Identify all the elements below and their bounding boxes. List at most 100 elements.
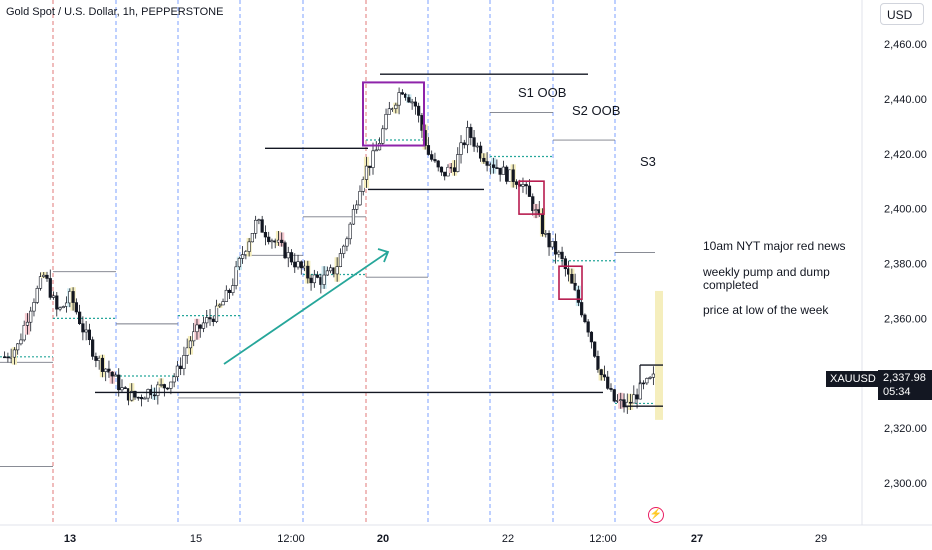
candle-down — [589, 331, 594, 343]
y-tick-label: 2,300.00 — [884, 478, 927, 490]
candle-up — [84, 329, 88, 333]
candle-down — [462, 142, 466, 146]
candle-up — [159, 384, 163, 386]
candle-down — [400, 92, 404, 95]
candle-up — [205, 317, 209, 324]
candle-up — [342, 245, 346, 254]
candle-down — [531, 196, 535, 211]
candle-down — [211, 318, 215, 322]
candle-down — [162, 384, 166, 389]
candle-down — [599, 369, 603, 376]
candle-up — [16, 343, 20, 351]
annotation-news[interactable]: 10am NYT major red news — [703, 239, 846, 253]
annotation-s1[interactable]: S1 OOB — [518, 85, 567, 100]
candle-up — [286, 252, 290, 259]
candle-up — [345, 238, 349, 247]
annotation-pump-line2[interactable]: completed — [703, 278, 759, 292]
candle-down — [482, 157, 486, 162]
candle-down — [293, 261, 297, 268]
candle-down — [570, 273, 574, 284]
x-tick-label: 27 — [691, 533, 703, 545]
candle-down — [299, 261, 303, 269]
candle-up — [156, 384, 160, 396]
candle-down — [485, 161, 489, 166]
candle-down — [309, 277, 313, 284]
candle-up — [38, 276, 43, 289]
candle-down — [55, 295, 59, 310]
candle-up — [182, 355, 186, 369]
candle-up — [143, 397, 147, 400]
candle-up — [250, 233, 254, 243]
candle-down — [100, 357, 105, 372]
x-tick-label: 12:00 — [277, 533, 305, 545]
candle-up — [381, 128, 385, 144]
y-tick-label: 2,460.00 — [884, 39, 927, 51]
candle-down — [227, 289, 232, 293]
annotation-s3[interactable]: S3 — [640, 154, 656, 169]
candle-up — [120, 387, 124, 391]
candle-up — [521, 184, 525, 187]
candle-up — [19, 339, 23, 345]
candle-up — [172, 376, 176, 383]
candle-up — [218, 304, 222, 307]
x-tick-label: 20 — [377, 533, 389, 545]
candle-down — [498, 167, 502, 175]
y-tick-label: 2,380.00 — [884, 259, 927, 271]
candle-down — [612, 389, 616, 402]
candle-up — [61, 306, 65, 309]
candle-up — [351, 209, 356, 225]
candle-up — [241, 254, 245, 259]
annotation-low[interactable]: price at low of the week — [703, 303, 829, 317]
candle-down — [179, 365, 183, 369]
candle-up — [501, 166, 506, 175]
candle-down — [547, 233, 551, 248]
candle-down — [94, 356, 98, 361]
candle-up — [410, 101, 414, 104]
trend-arrow-head — [377, 248, 390, 263]
tradingview-logo-icon[interactable]: ⚡ — [648, 507, 664, 523]
candle-down — [198, 324, 202, 329]
candle-up — [12, 349, 17, 358]
candle-up — [384, 113, 388, 130]
candle-up — [169, 381, 173, 389]
candle-up — [550, 241, 554, 248]
candle-down — [472, 137, 476, 147]
annotation-s2[interactable]: S2 OOB — [572, 103, 621, 118]
session-separators — [52, 0, 616, 525]
candle-up — [188, 340, 193, 349]
x-tick-label: 15 — [190, 533, 202, 545]
price-tag: 2,337.98 05:34 — [878, 370, 932, 400]
candle-down — [524, 184, 528, 187]
candle-down — [78, 311, 82, 324]
x-tick-label: 12:00 — [589, 533, 617, 545]
candle-down — [87, 329, 91, 341]
candle-up — [648, 377, 652, 379]
candle-up — [335, 266, 339, 275]
level-lines — [0, 112, 655, 467]
candle-down — [430, 154, 434, 160]
candle-up — [645, 378, 649, 384]
x-tick-label: 29 — [815, 533, 827, 545]
candle-up — [195, 324, 199, 333]
candle-up — [619, 399, 623, 401]
candle-up — [234, 266, 238, 286]
candle-up — [397, 92, 401, 106]
candle-up — [25, 321, 30, 326]
candle-down — [452, 167, 457, 172]
candle-down — [560, 251, 564, 259]
candle-up — [459, 142, 463, 155]
candle-up — [32, 302, 36, 312]
y-tick-label: 2,420.00 — [884, 149, 927, 161]
candle-down — [553, 241, 558, 255]
currency-button[interactable]: USD — [880, 3, 924, 25]
candle-down — [166, 387, 170, 390]
candle-down — [71, 291, 75, 303]
y-tick-label: 2,400.00 — [884, 204, 927, 216]
candle-down — [514, 181, 519, 185]
candle-up — [338, 253, 343, 267]
candle-up — [29, 310, 33, 323]
candle-up — [214, 305, 219, 322]
current-candle-highlight — [655, 290, 663, 420]
annotation-pump-line1[interactable]: weekly pump and dump — [703, 265, 830, 279]
